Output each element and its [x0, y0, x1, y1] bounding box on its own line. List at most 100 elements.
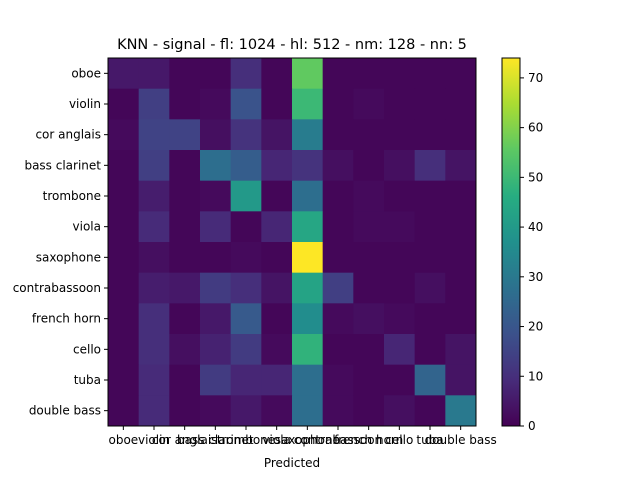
colorbar-tick-label: 20	[528, 320, 543, 334]
x-tick-label: viola	[262, 433, 290, 447]
y-axis-ticks: oboe violin cor anglais bass clarinet trombo…	[13, 66, 108, 418]
cell-4-9	[384, 180, 416, 212]
colorbar-ticks: 0 10 20 30 40 50 60 70	[520, 71, 543, 433]
cell-6-1	[138, 242, 170, 274]
cell-3-5	[261, 150, 293, 182]
cell-2-6	[292, 119, 324, 151]
colorbar: 0 10 20 30 40 50 60 70	[501, 57, 543, 433]
cell-5-6	[292, 211, 324, 243]
cell-11-2	[169, 395, 201, 427]
cell-10-2	[169, 364, 201, 396]
cell-0-0	[108, 58, 140, 90]
cell-9-5	[261, 334, 293, 366]
cell-7-5	[261, 272, 293, 304]
cell-7-10	[414, 272, 446, 304]
cell-11-6	[292, 395, 324, 427]
y-tick-label: viola	[73, 220, 101, 234]
cell-9-1	[138, 334, 170, 366]
x-tick-label: saxophone	[275, 433, 340, 447]
y-tick-label: violin	[69, 97, 101, 111]
cell-8-8	[353, 303, 385, 335]
x-tick-label: violin	[138, 433, 170, 447]
cell-10-11	[445, 364, 477, 396]
cell-3-1	[138, 150, 170, 182]
cell-0-2	[169, 58, 201, 90]
cell-11-9	[384, 395, 416, 427]
cell-8-3	[200, 303, 232, 335]
cell-1-5	[261, 88, 293, 120]
cell-7-8	[353, 272, 385, 304]
cell-10-9	[384, 364, 416, 396]
cell-3-6	[292, 150, 324, 182]
cell-2-8	[353, 119, 385, 151]
x-tick-label: trombone	[217, 433, 275, 447]
cell-3-0	[108, 150, 140, 182]
cell-0-5	[261, 58, 293, 90]
cell-9-0	[108, 334, 140, 366]
cell-5-2	[169, 211, 201, 243]
cell-6-6	[292, 242, 324, 274]
cell-8-2	[169, 303, 201, 335]
cell-8-11	[445, 303, 477, 335]
y-tick-label: french horn	[32, 312, 101, 326]
colorbar-tick-label: 40	[528, 220, 543, 234]
cell-4-8	[353, 180, 385, 212]
x-tick-label: cello	[385, 433, 413, 447]
cell-2-9	[384, 119, 416, 151]
cell-6-8	[353, 242, 385, 274]
cell-11-1	[138, 395, 170, 427]
cell-0-9	[384, 58, 416, 90]
cell-5-3	[200, 211, 232, 243]
cell-9-11	[445, 334, 477, 366]
y-tick-label: cello	[73, 342, 101, 356]
cell-5-9	[384, 211, 416, 243]
cell-7-3	[200, 272, 232, 304]
cell-4-1	[138, 180, 170, 212]
cell-2-4	[230, 119, 262, 151]
cell-0-8	[353, 58, 385, 90]
cell-10-0	[108, 364, 140, 396]
cell-5-7	[322, 211, 354, 243]
cell-1-3	[200, 88, 232, 120]
cell-8-4	[230, 303, 262, 335]
cell-9-2	[169, 334, 201, 366]
cell-5-11	[445, 211, 477, 243]
cell-7-11	[445, 272, 477, 304]
cell-4-2	[169, 180, 201, 212]
cell-2-11	[445, 119, 477, 151]
cell-1-4	[230, 88, 262, 120]
cell-9-3	[200, 334, 232, 366]
cell-11-3	[200, 395, 232, 427]
cell-6-11	[445, 242, 477, 274]
cell-1-11	[445, 88, 477, 120]
cell-4-3	[200, 180, 232, 212]
cell-7-2	[169, 272, 201, 304]
cell-6-0	[108, 242, 140, 274]
cell-10-8	[353, 364, 385, 396]
cell-3-10	[414, 150, 446, 182]
cell-9-6	[292, 334, 324, 366]
cell-6-3	[200, 242, 232, 274]
cell-8-1	[138, 303, 170, 335]
cell-4-7	[322, 180, 354, 212]
colorbar-tick-label: 60	[528, 121, 543, 135]
cell-3-3	[200, 150, 232, 182]
cell-8-6	[292, 303, 324, 335]
colorbar-tick-label: 10	[528, 369, 543, 383]
x-tick-label: oboe	[108, 433, 138, 447]
x-tick-label: bass clarinet	[177, 433, 254, 447]
cell-0-10	[414, 58, 446, 90]
cell-2-5	[261, 119, 293, 151]
cell-6-5	[261, 242, 293, 274]
cell-10-4	[230, 364, 262, 396]
cell-11-8	[353, 395, 385, 427]
cell-8-10	[414, 303, 446, 335]
cell-5-8	[353, 211, 385, 243]
cell-11-4	[230, 395, 262, 427]
cell-6-9	[384, 242, 416, 274]
colorbar-tick-label: 70	[528, 71, 543, 85]
y-tick-label: cor anglais	[35, 128, 101, 142]
cell-10-1	[138, 364, 170, 396]
cell-1-1	[138, 88, 170, 120]
